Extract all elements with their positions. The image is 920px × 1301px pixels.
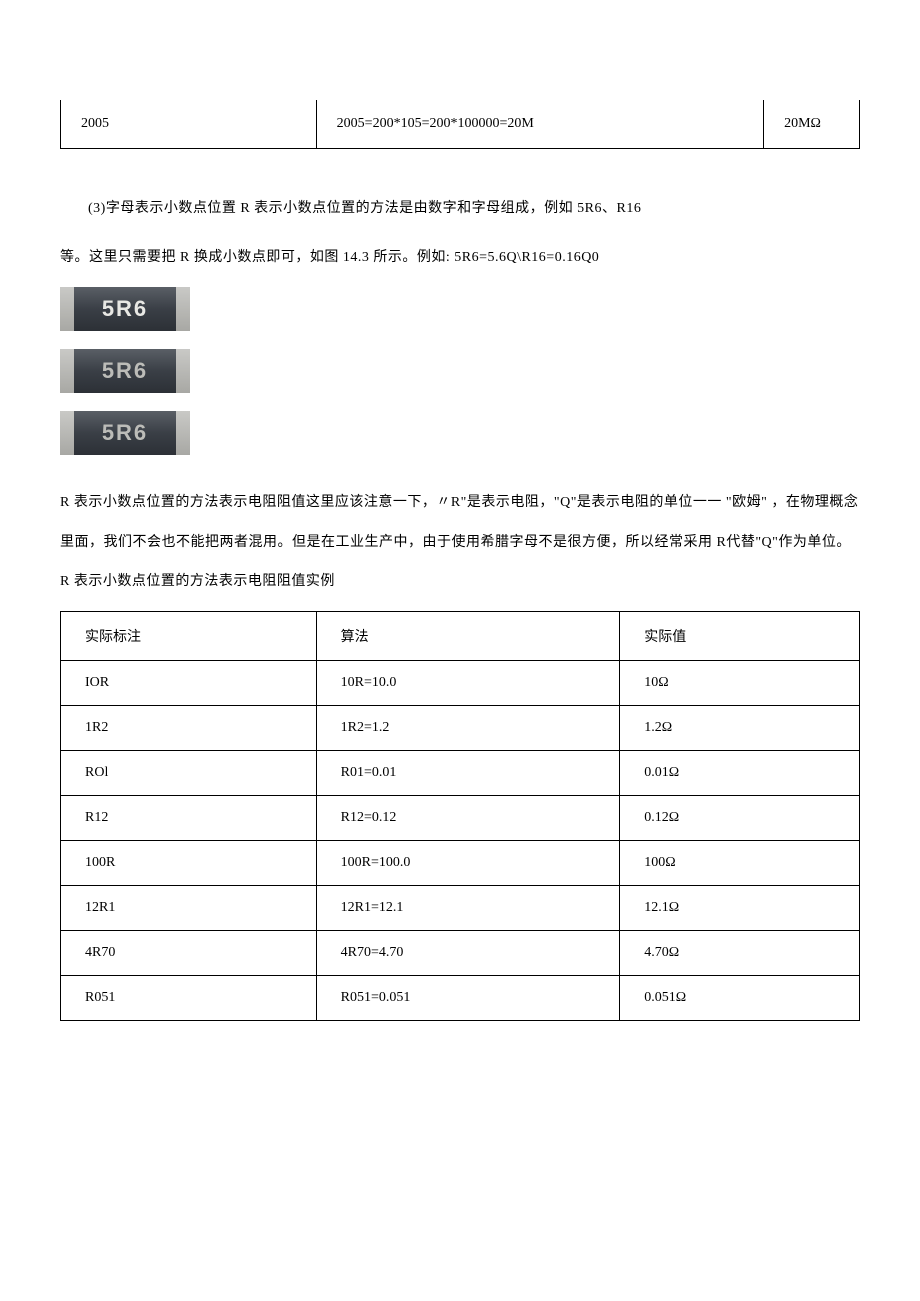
table-cell: R051=0.051 — [316, 975, 620, 1020]
header-label: 实际标注 — [61, 611, 317, 660]
paragraph-1a: (3)字母表示小数点位置 R 表示小数点位置的方法是由数字和字母组成，例如 5R… — [60, 189, 860, 228]
table-cell: R01=0.01 — [316, 750, 620, 795]
table-cell: R051 — [61, 975, 317, 1020]
cell-calc: 2005=200*105=200*100000=20M — [316, 100, 763, 149]
cell-label: 2005 — [61, 100, 317, 149]
table-cell: 0.051Ω — [620, 975, 860, 1020]
table-cell: 1R2 — [61, 705, 317, 750]
top-table: 2005 2005=200*105=200*100000=20M 20MΩ — [60, 100, 860, 149]
table-row: IOR10R=10.010Ω — [61, 660, 860, 705]
table-cell: 12R1=12.1 — [316, 885, 620, 930]
cell-value: 20MΩ — [764, 100, 860, 149]
main-table: 实际标注 算法 实际值 IOR10R=10.010Ω1R21R2=1.21.2Ω… — [60, 611, 860, 1021]
table-cell: R12 — [61, 795, 317, 840]
table-cell: 10Ω — [620, 660, 860, 705]
table-row: R051R051=0.0510.051Ω — [61, 975, 860, 1020]
table-cell: 100R — [61, 840, 317, 885]
table-cell: 4R70 — [61, 930, 317, 975]
resistor-images: 5R6 5R6 5R6 — [60, 287, 860, 455]
table-cell: 4.70Ω — [620, 930, 860, 975]
table-cell: 4R70=4.70 — [316, 930, 620, 975]
table-row: 1R21R2=1.21.2Ω — [61, 705, 860, 750]
table-row: R12R12=0.120.12Ω — [61, 795, 860, 840]
resistor-label: 5R6 — [102, 296, 148, 322]
table-cell: 1.2Ω — [620, 705, 860, 750]
table-cell: 100Ω — [620, 840, 860, 885]
table-cell: ROl — [61, 750, 317, 795]
table-row: ROlR01=0.010.01Ω — [61, 750, 860, 795]
resistor-chip-icon: 5R6 — [60, 349, 190, 393]
table-cell: 12.1Ω — [620, 885, 860, 930]
table-cell: 12R1 — [61, 885, 317, 930]
table-row: 12R112R1=12.112.1Ω — [61, 885, 860, 930]
table-cell: 100R=100.0 — [316, 840, 620, 885]
resistor-label: 5R6 — [102, 358, 148, 384]
resistor-chip-icon: 5R6 — [60, 287, 190, 331]
resistor-label: 5R6 — [102, 420, 148, 446]
document-page: 2005 2005=200*105=200*100000=20M 20MΩ (3… — [0, 0, 920, 1081]
table-row: 100R100R=100.0100Ω — [61, 840, 860, 885]
paragraph-2: R 表示小数点位置的方法表示电阻阻值这里应该注意一下，〃R"是表示电阻，"Q"是… — [60, 483, 860, 601]
table-cell: 10R=10.0 — [316, 660, 620, 705]
table-row: 4R704R70=4.704.70Ω — [61, 930, 860, 975]
header-calc: 算法 — [316, 611, 620, 660]
table-cell: R12=0.12 — [316, 795, 620, 840]
table-cell: 0.12Ω — [620, 795, 860, 840]
paragraph-1b: 等。这里只需要把 R 换成小数点即可，如图 14.3 所示。例如: 5R6=5.… — [60, 238, 860, 277]
resistor-chip-icon: 5R6 — [60, 411, 190, 455]
header-value: 实际值 — [620, 611, 860, 660]
table-row: 2005 2005=200*105=200*100000=20M 20MΩ — [61, 100, 860, 149]
table-cell: 0.01Ω — [620, 750, 860, 795]
table-cell: 1R2=1.2 — [316, 705, 620, 750]
table-cell: IOR — [61, 660, 317, 705]
table-header-row: 实际标注 算法 实际值 — [61, 611, 860, 660]
